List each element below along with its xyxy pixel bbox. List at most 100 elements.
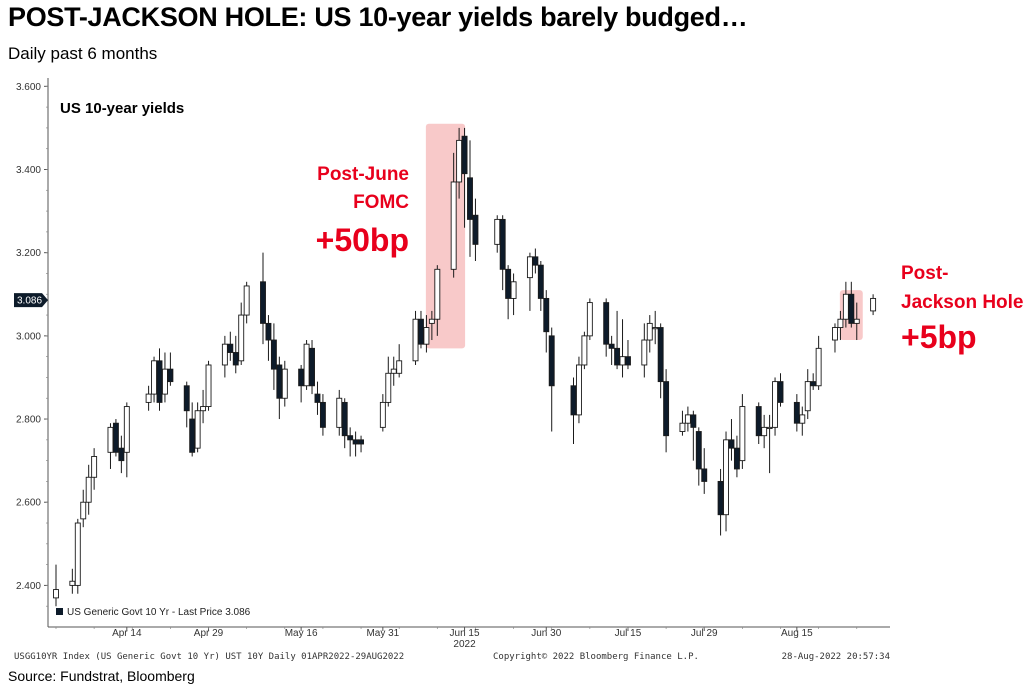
candle [167,352,174,386]
candle-body-down [810,381,817,387]
candle [69,568,76,594]
candle-body-down [118,447,125,462]
candle [761,414,768,449]
candle-body-up [766,426,773,430]
candle-body-down [532,256,539,266]
candle [156,348,163,411]
candle [575,356,582,424]
candle-body-up [739,406,746,462]
candle-body-up [145,393,152,403]
candle-body-down [499,218,506,270]
candle-body-up [575,364,582,416]
candle [461,127,468,228]
candle [107,423,114,469]
candle-body-down [608,343,615,349]
candle-body-up [303,343,310,387]
candle-body-up [423,327,430,345]
candle [733,435,740,478]
candle [161,352,168,403]
candle-body-down [183,385,190,412]
candle-body-down [265,322,272,341]
candle-body-down [690,414,697,428]
candle-body-up [107,426,114,453]
candle [423,315,430,353]
candle-body-up [652,327,659,330]
candle-body-down [260,281,266,324]
candle [91,448,98,490]
candle-body-up [586,302,593,337]
candle-body-down [728,439,735,449]
candle [646,315,653,353]
candle [804,369,811,420]
candle [832,323,838,353]
candle [815,335,822,390]
candle-body-up [723,439,729,516]
candle-body-up [91,456,98,478]
fomc-annotation-line-2: FOMC [353,192,409,213]
candle-body-up [396,360,403,374]
y-tick-label: 2.600 [16,498,41,509]
candle [194,402,201,453]
candle-body-down [319,401,326,428]
y-tick-label: 2.800 [16,415,41,426]
candle-body-up [412,318,419,362]
candle [183,381,190,428]
candle [755,402,762,444]
candle-body-up [526,256,533,279]
candle-body-up [238,314,245,362]
jackson-annotation-line-2: Jackson Hole [901,292,1024,313]
candle-body-down [625,356,631,366]
x-tick-label: May 31 [366,628,399,639]
candle-body-down [270,339,277,370]
candle-body-down [755,406,762,437]
candle-body-down [537,264,544,299]
candle-body-up [80,501,87,520]
candle [221,335,228,378]
chart-labels: US 10-year yields Post-June FOMC +50bp P… [56,100,1024,618]
candle [428,310,435,341]
candle-body-down [418,318,424,345]
candle-body-down [298,368,305,387]
candle [260,252,266,345]
candle [608,335,615,365]
candle-body-up [434,268,441,320]
candle-body-up [205,364,212,408]
candle [352,431,359,457]
candle [358,435,365,453]
candle [614,310,621,370]
candle [543,290,550,353]
jackson-annotation-value: +5bp [901,319,977,355]
candle-body-down [461,135,468,175]
candle [85,464,92,515]
candle-body-down [167,368,174,383]
candle [728,419,735,461]
candle-body-up [832,327,838,341]
candle-body-up [85,476,92,503]
candle-body-down [733,447,740,470]
candle-body-up [450,181,457,270]
candle [385,356,392,407]
candle-body-down [543,297,550,333]
candle-body-up [510,281,517,299]
candle-body-down [793,401,800,424]
candle [298,364,305,403]
candle [270,323,277,390]
candle-body-up [243,285,250,316]
candle [586,298,593,341]
candle [717,468,724,536]
plot-frame [47,78,890,628]
candle-body-down [309,347,315,387]
last-price-marker: 3.086 [14,293,48,308]
candle-body-down [189,418,196,453]
candle [870,294,877,316]
candle [799,406,806,436]
candle [684,406,691,432]
chart-subtitle: Daily past 6 months [8,44,158,63]
candle [379,394,386,432]
candle [505,265,512,320]
candle-body-down [777,381,784,403]
candle-body-up [151,360,158,395]
candle [238,302,245,365]
candle [205,360,212,411]
candle-body-up [679,422,686,432]
